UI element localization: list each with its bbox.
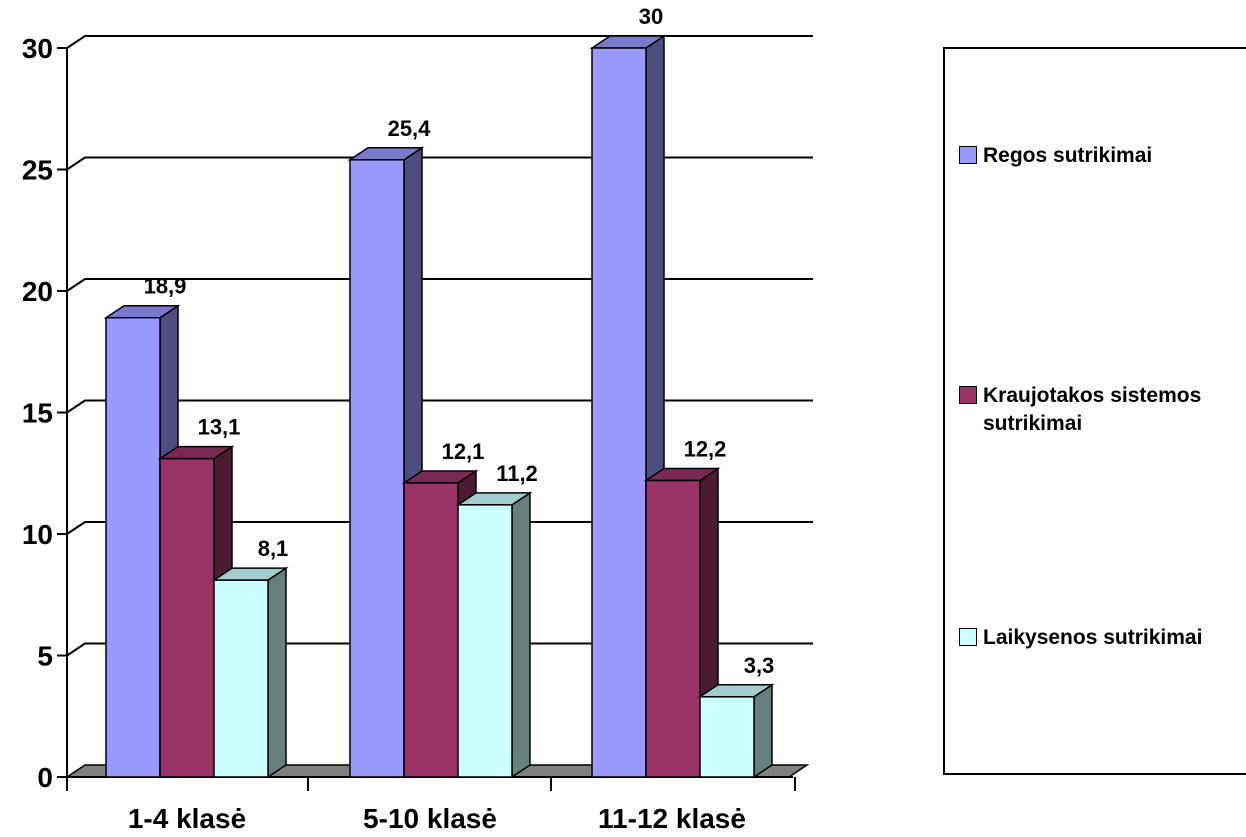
y-tick-label: 25 [22,155,53,186]
legend-item-regos: Regos sutrikimai [959,142,1243,170]
gridline [66,156,813,171]
bar-front [349,159,405,778]
x-category-label: 11-12 klasė [598,803,746,834]
data-label: 18,9 [144,274,187,299]
bar-front [645,479,701,778]
legend-item-laikysenos: Laikysenos sutrikimai [959,624,1243,652]
data-label: 11,2 [496,461,538,486]
gridline [66,521,813,535]
data-label: 25,4 [388,116,432,141]
legend-label-regos: Regos sutrikimai [983,144,1153,167]
bar-side [753,683,773,779]
legend-swatch-laikysenos [959,628,977,646]
legend-item-kraujotakos: Kraujotakos sistemos sutrikimai [959,382,1243,438]
gridlines [66,35,813,657]
bar [643,467,721,779]
gridline [66,399,813,414]
bar-front [105,316,161,778]
data-labels: 18,9 13,1 8,1 25,4 12,1 11,2 30 12,2 3,3 [144,4,775,678]
data-label: 12,2 [684,437,727,462]
legend-swatch-kraujotakos [959,386,977,404]
bar-front [699,696,755,778]
x-category-label: 1-4 klasė [128,803,246,834]
data-label: 30 [639,4,663,29]
y-tick-label: 15 [22,398,53,429]
y-tick-label: 10 [22,519,53,550]
gridline [66,642,813,657]
legend-label-laikysenos: Laikysenos sutrikimai [983,626,1203,649]
bar-front [159,457,215,778]
y-tick-label: 5 [37,641,53,672]
bar [211,566,289,779]
x-category-label: 5-10 klasė [363,803,497,834]
legend-label-kraujotakos: Kraujotakos sistemos sutrikimai [983,384,1202,435]
gridline [66,278,813,292]
bar-front [213,579,269,778]
gridline [66,35,813,49]
bar-front [457,504,513,778]
bar-side [267,566,287,779]
bar [697,683,775,779]
y-tick-label: 0 [37,762,53,793]
bar-front [591,47,647,778]
data-label: 3,3 [744,653,775,678]
bar-front [403,482,459,778]
y-tick-label: 20 [22,276,53,307]
y-tick-label: 30 [22,33,53,64]
data-label: 8,1 [258,536,289,561]
legend: Regos sutrikimai Kraujotakos sistemos su… [943,47,1246,775]
data-label: 13,1 [198,415,241,440]
bar [455,491,533,779]
legend-swatch-regos [959,146,977,164]
bars [103,34,775,779]
bar-side [511,491,531,779]
data-label: 12,1 [442,439,485,464]
